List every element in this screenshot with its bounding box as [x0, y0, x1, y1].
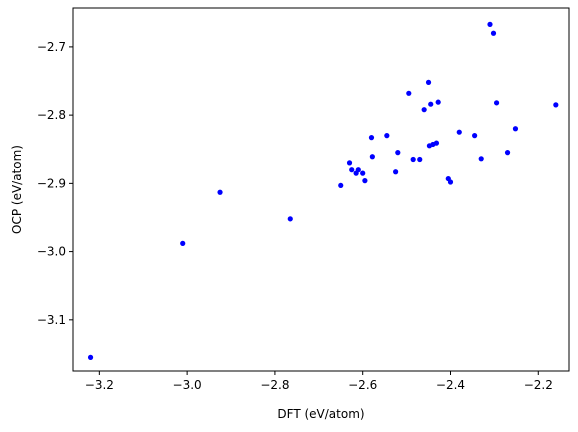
y-tick-label: −3.0 [37, 245, 66, 259]
data-point-9 [355, 167, 361, 173]
data-point-26 [435, 99, 441, 105]
data-points [87, 21, 559, 360]
x-tick-label: −2.4 [436, 378, 465, 392]
x-axis-ticks: −3.2 −3.0 −2.8 −2.6 −2.4 −2.2 [85, 371, 553, 392]
data-point-32 [487, 21, 493, 27]
data-point-35 [504, 150, 511, 156]
data-point-19 [417, 156, 423, 163]
data-point-29 [456, 129, 462, 135]
data-point-14 [384, 133, 390, 139]
data-point-15 [393, 169, 399, 175]
data-point-3 [217, 189, 223, 195]
data-point-12 [368, 135, 375, 141]
data-point-18 [410, 156, 416, 163]
x-tick-label: −3.0 [173, 378, 202, 392]
data-point-13 [369, 154, 375, 160]
x-tick-label: −2.2 [524, 378, 553, 392]
data-point-11 [362, 178, 368, 184]
data-point-10 [360, 170, 366, 176]
data-point-2 [180, 240, 186, 246]
data-point-1 [87, 354, 94, 360]
y-tick-label: −3.1 [37, 313, 66, 327]
data-point-6 [346, 160, 353, 166]
x-tick-label: −3.2 [85, 378, 114, 392]
x-tick-label: −2.6 [348, 378, 377, 392]
data-point-30 [472, 133, 478, 139]
data-point-33 [490, 30, 497, 36]
plot-frame [72, 7, 570, 372]
data-point-34 [493, 100, 500, 106]
y-tick-label: −2.9 [37, 176, 66, 190]
x-axis-label: DFT (eV/atom) [277, 407, 364, 421]
x-tick-label: −2.8 [260, 378, 289, 392]
data-point-4 [287, 216, 293, 222]
data-point-28 [447, 179, 454, 185]
data-point-5 [338, 182, 344, 189]
data-point-21 [425, 79, 432, 85]
y-axis-ticks: −3.1 −3.0 −2.9 −2.8 −2.7 [37, 40, 73, 327]
data-point-37 [553, 102, 559, 108]
data-point-31 [478, 156, 484, 162]
y-tick-label: −2.8 [37, 108, 66, 122]
y-tick-label: −2.7 [37, 40, 66, 54]
data-point-16 [395, 150, 401, 156]
data-point-20 [421, 107, 427, 113]
data-point-17 [406, 90, 412, 96]
data-point-25 [433, 140, 440, 146]
data-point-36 [512, 126, 519, 132]
y-axis-label: OCP (eV/atom) [10, 145, 24, 234]
data-point-7 [349, 167, 355, 173]
data-point-23 [428, 101, 434, 107]
